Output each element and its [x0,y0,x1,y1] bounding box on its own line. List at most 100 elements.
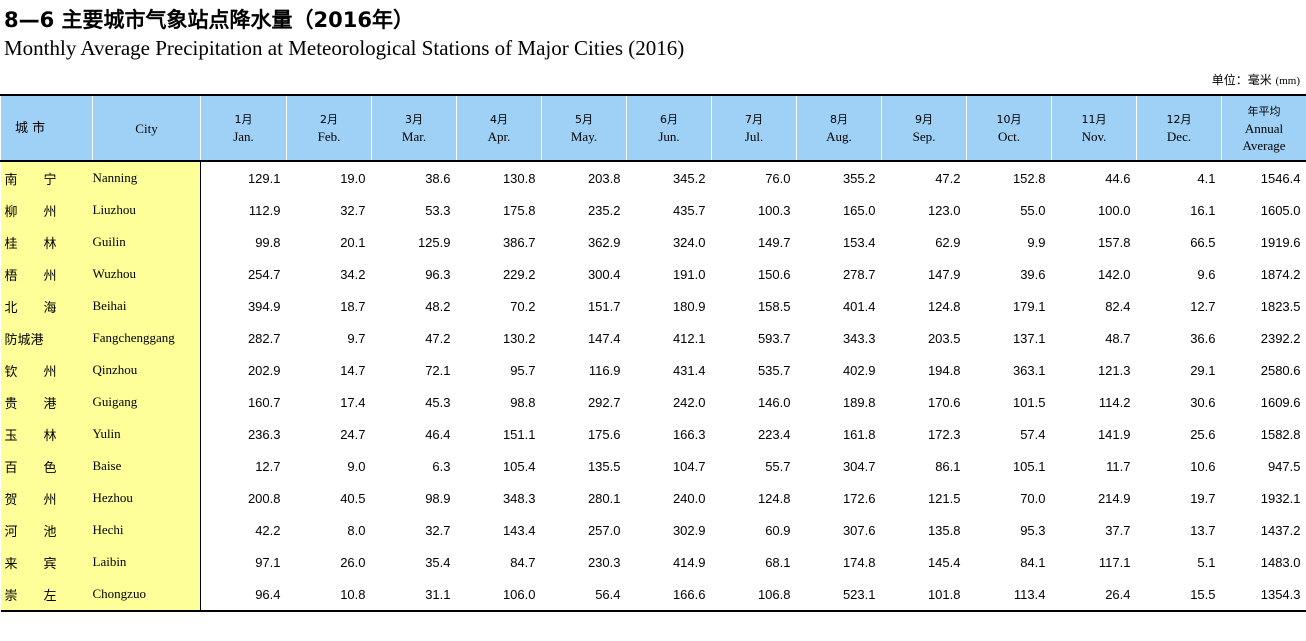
header-month-cn: 1月 [234,113,253,126]
unit-label-en: (mm) [1275,75,1300,87]
header-month-en: Dec. [1166,129,1192,144]
month-value-cell: 11.7 [1106,458,1131,474]
city-name-en: Yulin [92,418,201,450]
header-month-en: Oct. [997,129,1021,144]
month-value-cell: 161.8 [842,426,876,442]
month-value-cell: 189.8 [842,394,876,410]
header-month-4: 4月 Apr. [456,94,542,162]
header-month-cn: 3月 [405,113,423,126]
month-value-cell: 412.1 [672,330,706,346]
city-name-en: Guigang [92,386,201,418]
month-value-cell: 38.6 [425,170,451,186]
city-name-cn: 崇 左 [0,578,93,612]
city-name-cn: 贺 州 [0,482,93,514]
month-value-cell: 141.9 [1097,426,1131,442]
month-value-cell: 135.8 [927,522,961,538]
table-row: 防城港 Fangchenggang 282.7 9.7 47.2 130.2 147.4 41… [0,322,1306,354]
header-month-12: 12月 Dec. [1136,94,1222,162]
header-month-cn: 10月 [996,113,1022,126]
month-value-cell: 18.7 [340,298,366,314]
month-value-cell: 151.1 [502,426,536,442]
city-name-cn: 贵 港 [0,386,93,418]
month-value-cell: 200.8 [247,490,281,506]
annual-value-cell: 1919.6 [1260,234,1301,250]
annual-value-cell: 1823.5 [1260,298,1301,314]
month-value-cell: 116.9 [588,362,621,378]
month-value-cell: 535.7 [757,362,791,378]
city-name-cn: 玉 林 [0,418,93,450]
month-value-cell: 137.1 [1012,330,1046,346]
month-value-cell: 257.0 [587,522,621,538]
header-annual-cn: 年平均 [1247,104,1281,118]
month-value-cell: 114.2 [1098,394,1131,410]
city-name-en: Guilin [92,226,201,258]
month-value-cell: 31.1 [371,578,457,612]
precipitation-table: 城 市 City 1月 Jan. 2月 Feb. 3月 Mar. 4月 Apr. 5月 May. 6… [0,94,1306,612]
month-value-cell: 172.6 [842,490,876,506]
month-value-cell: 70.0 [1020,490,1046,506]
month-value-cell: 106.0 [456,578,542,612]
month-value-cell: 142.0 [1097,266,1131,282]
page-title-cn: 8—6 主要城市气象站点降水量（2016年） [4,8,414,32]
month-value-cell: 20.1 [340,234,366,250]
table-row: 贺 州 Hezhou 200.8 40.5 98.9 348.3 280.1 240.0 124… [0,482,1306,514]
header-month-11: 11月 Nov. [1051,94,1137,162]
month-value-cell: 307.6 [842,522,876,538]
month-value-cell: 39.6 [1020,266,1046,282]
month-value-cell: 157.8 [1097,234,1131,250]
header-annual-en1: Annual [1244,120,1284,136]
month-value-cell: 62.9 [935,234,961,250]
month-value-cell: 42.2 [255,522,281,538]
month-value-cell: 402.9 [842,362,876,378]
month-value-cell: 46.4 [425,426,451,442]
annual-value-cell: 1609.6 [1260,394,1301,410]
month-value-cell: 523.1 [796,578,882,612]
header-annual: 年平均 Annual Average [1221,94,1306,162]
header-month-cn: 9月 [915,113,933,126]
header-month-en: May. [570,129,598,144]
month-value-cell: 84.1 [1020,554,1046,570]
month-value-cell: 175.6 [587,426,621,442]
month-value-cell: 194.8 [927,362,961,378]
header-month-en: Feb. [317,129,341,144]
month-value-cell: 166.3 [672,426,706,442]
month-value-cell: 145.4 [927,554,961,570]
city-name-cn: 梧 州 [0,258,93,290]
city-name-en: Qinzhou [92,354,201,386]
table-row: 百 色 Baise 12.7 9.0 6.3 105.4 135.5 104.7 55.7 304… [0,450,1306,482]
month-value-cell: 104.7 [672,458,706,474]
table-row: 南 宁 Nanning 129.1 19.0 38.6 130.8 203.8 345.2 76… [0,161,1306,194]
month-value-cell: 300.4 [587,266,621,282]
city-name-cn: 柳 州 [0,194,93,226]
month-value-cell: 106.8 [711,578,797,612]
month-value-cell: 172.3 [927,426,961,442]
unit-label: 单位：毫米 (mm) [1212,71,1300,88]
annual-value-cell: 1582.8 [1260,426,1301,442]
unit-label-cn: 单位：毫米 [1211,73,1272,87]
month-value-cell: 95.3 [1020,522,1046,538]
table-row: 玉 林 Yulin 236.3 24.7 46.4 151.1 175.6 166.3 223.… [0,418,1306,450]
city-name-cn: 北 海 [0,290,93,322]
month-value-cell: 129.1 [247,170,281,186]
month-value-cell: 363.1 [1012,362,1046,378]
month-value-cell: 14.7 [340,362,366,378]
month-value-cell: 96.3 [425,266,451,282]
month-value-cell: 324.0 [672,234,706,250]
month-value-cell: 130.2 [502,330,536,346]
month-value-cell: 37.7 [1105,522,1131,538]
table-row: 梧 州 Wuzhou 254.7 34.2 96.3 229.2 300.4 191.0 150… [0,258,1306,290]
month-value-cell: 66.5 [1190,234,1216,250]
month-value-cell: 175.8 [502,202,536,218]
month-value-cell: 203.5 [927,330,961,346]
month-value-cell: 70.2 [510,298,536,314]
month-value-cell: 304.7 [842,458,876,474]
annual-value-cell: 1546.4 [1260,170,1301,186]
header-city-cn: 城 市 [0,94,93,162]
month-value-cell: 84.7 [510,554,536,570]
month-value-cell: 8.0 [347,522,366,538]
month-value-cell: 435.7 [672,202,706,218]
month-value-cell: 40.5 [340,490,366,506]
month-value-cell: 97.1 [255,554,281,570]
header-month-en: Jan. [233,129,254,144]
month-value-cell: 240.0 [672,490,706,506]
